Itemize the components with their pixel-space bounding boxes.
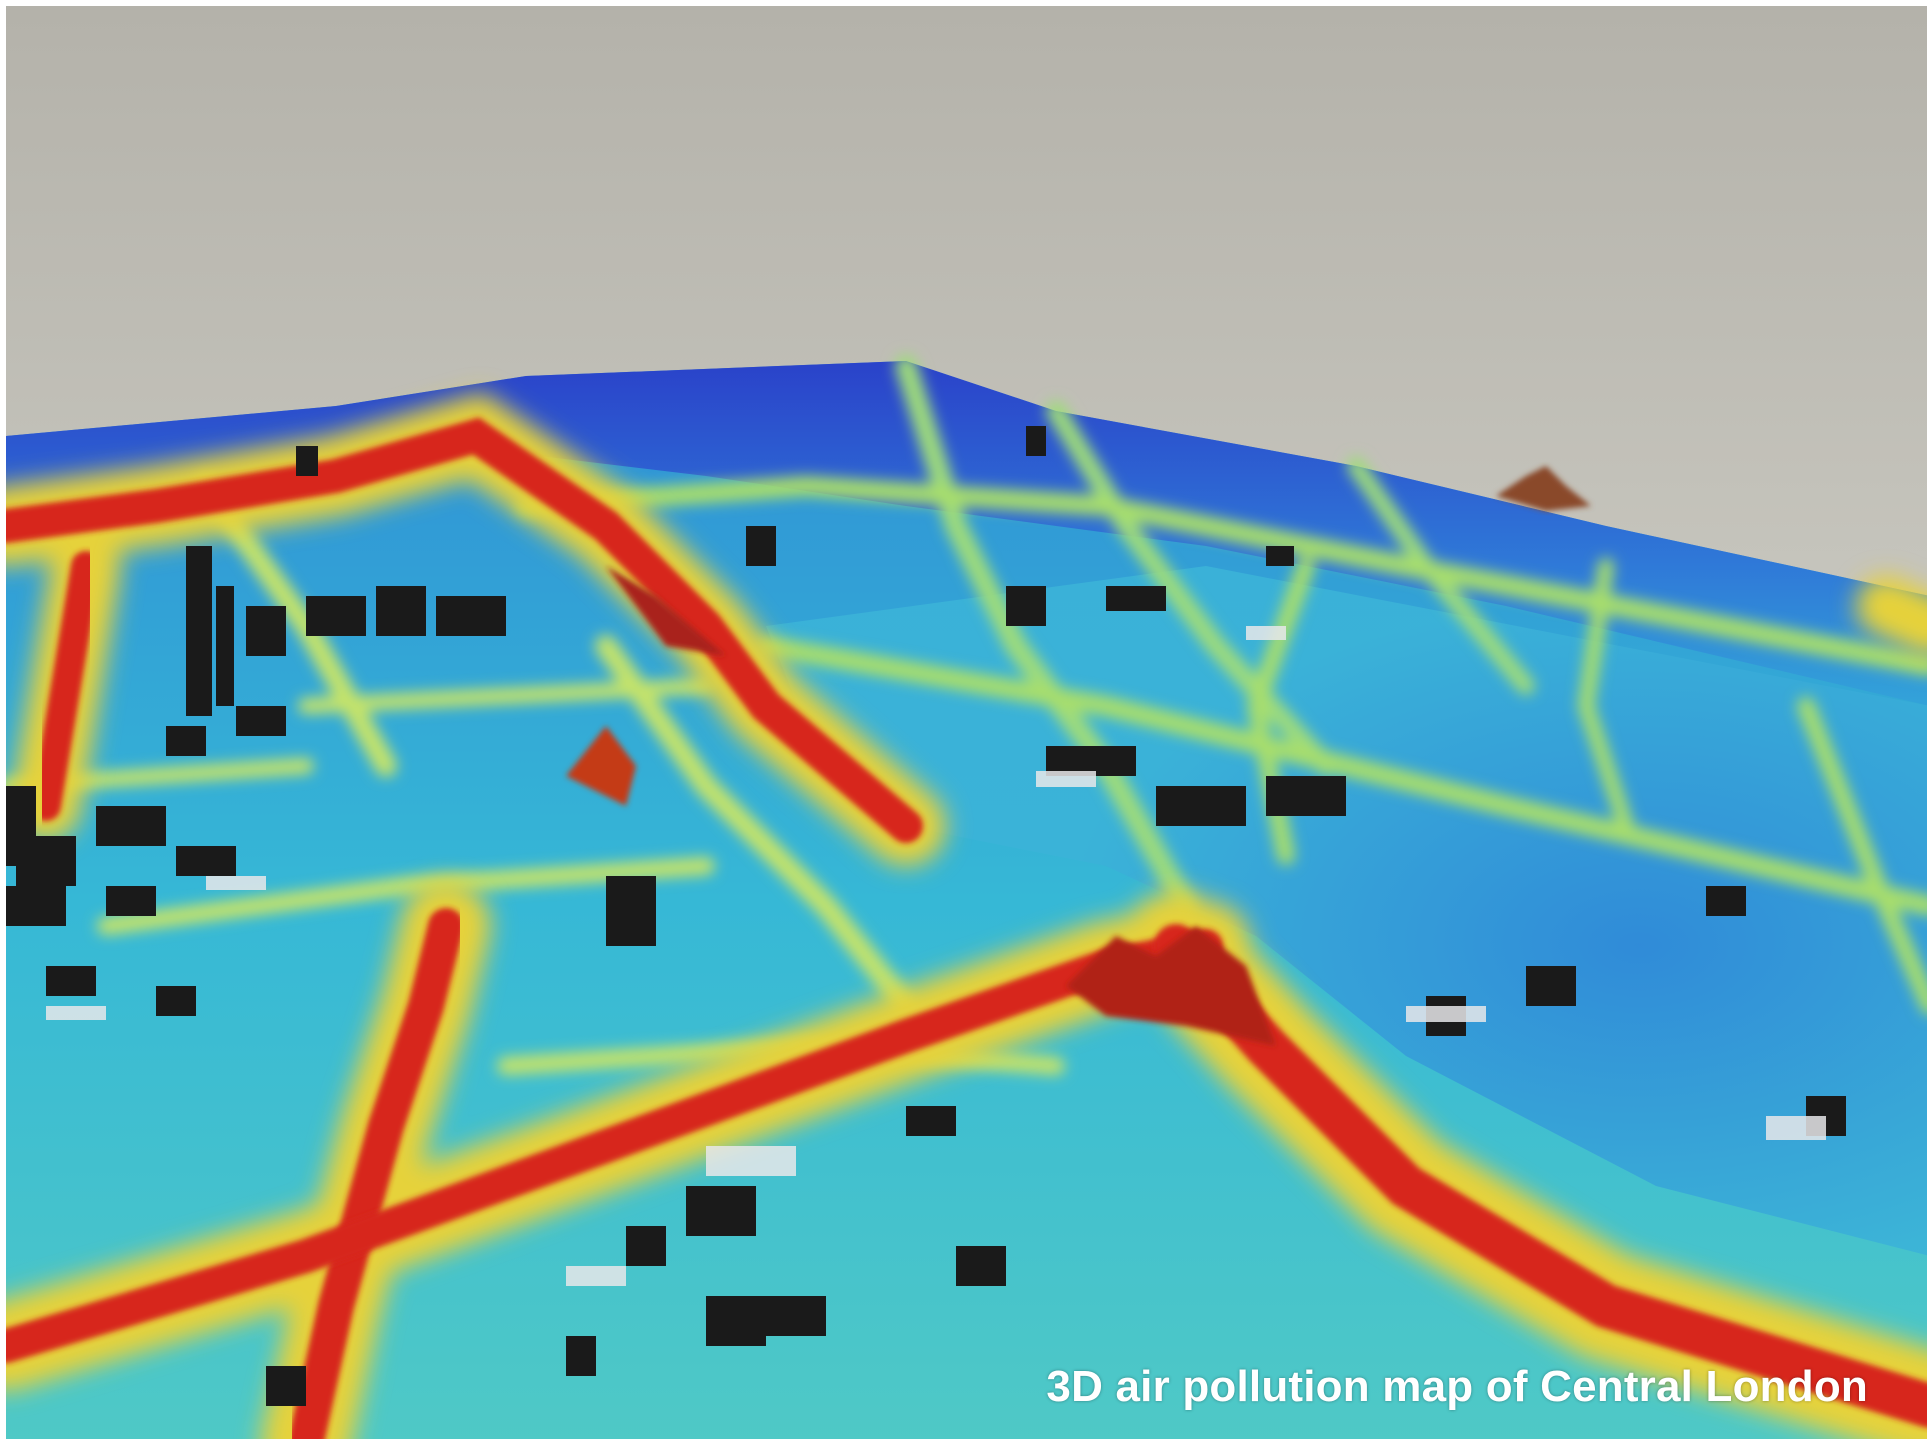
pollution-surface-map	[6, 6, 1927, 1439]
pollution-peak-top	[606, 566, 726, 656]
pollution-peak	[1066, 926, 1276, 1046]
pollution-map-scene: 3D air pollution map of Central London	[6, 6, 1927, 1439]
right-low-pollution-zone	[766, 566, 1927, 1256]
map-caption: 3D air pollution map of Central London	[1046, 1362, 1868, 1411]
pollution-peak-left	[566, 726, 636, 806]
distant-hill	[1496, 466, 1591, 511]
buildings	[6, 426, 1846, 1406]
building-roofs	[46, 626, 1826, 1286]
